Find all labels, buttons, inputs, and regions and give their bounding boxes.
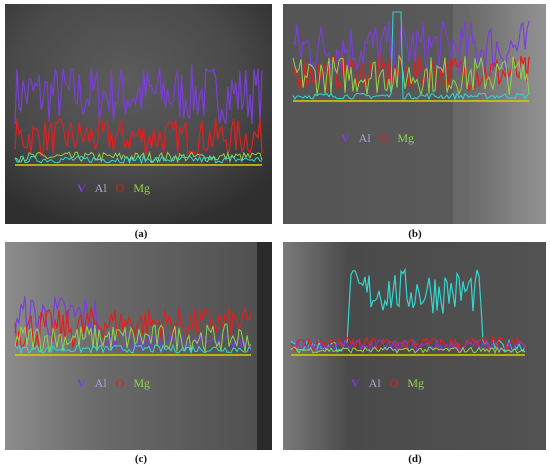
legend-o-a: O xyxy=(115,181,125,195)
panel-c-svg xyxy=(5,242,272,450)
trace-v-a xyxy=(14,64,263,125)
trace-mg-a xyxy=(14,150,263,164)
panel-d-image: V Al O Mg xyxy=(283,242,546,450)
legend-a: V Al O Mg xyxy=(77,181,159,196)
caption-a: (a) xyxy=(134,228,148,240)
caption-d: (d) xyxy=(408,453,422,465)
caption-c: (c) xyxy=(134,453,148,465)
linescan-a xyxy=(14,64,263,165)
trace-o-c xyxy=(14,307,252,349)
linescan-d xyxy=(290,267,526,355)
legend-al-a: Al xyxy=(94,181,107,195)
legend-mg-d: Mg xyxy=(407,376,425,390)
legend-c: V Al O Mg xyxy=(77,376,159,391)
legend-v-b: V xyxy=(341,131,350,145)
trace-v-d xyxy=(290,338,526,354)
legend-mg-a: Mg xyxy=(133,181,151,195)
panel-a-svg xyxy=(5,4,272,224)
legend-v-d: V xyxy=(351,376,360,390)
trace-al-a xyxy=(14,154,263,165)
trace-mg-c xyxy=(14,323,252,354)
trace-al-b xyxy=(292,11,530,101)
legend-v-c: V xyxy=(77,376,86,390)
caption-b: (b) xyxy=(408,228,422,240)
legend-al-b: Al xyxy=(358,131,371,145)
legend-o-b: O xyxy=(379,131,389,145)
trace-mg-b xyxy=(292,54,530,96)
linescan-b xyxy=(292,11,530,101)
legend-al-c: Al xyxy=(94,376,107,390)
trace-al-c xyxy=(14,343,252,355)
legend-b: V Al O Mg xyxy=(341,131,423,146)
legend-al-d: Al xyxy=(368,376,381,390)
panel-c-image: V Al O Mg xyxy=(5,242,272,450)
panel-b-image: V Al O Mg xyxy=(283,4,546,224)
legend-mg-c: Mg xyxy=(133,376,151,390)
trace-o-a xyxy=(14,117,263,158)
trace-mg-d xyxy=(290,346,526,355)
linescan-c xyxy=(14,296,252,355)
panel-a-image: V Al O Mg xyxy=(5,4,272,224)
trace-o-d xyxy=(290,335,526,352)
legend-v-a: V xyxy=(77,181,86,195)
legend-mg-b: Mg xyxy=(397,131,415,145)
legend-o-c: O xyxy=(115,376,125,390)
panel-b-svg xyxy=(283,4,546,224)
legend-d: V Al O Mg xyxy=(351,376,433,391)
panel-d-svg xyxy=(283,242,546,450)
trace-v-c xyxy=(14,296,252,353)
legend-o-d: O xyxy=(389,376,399,390)
